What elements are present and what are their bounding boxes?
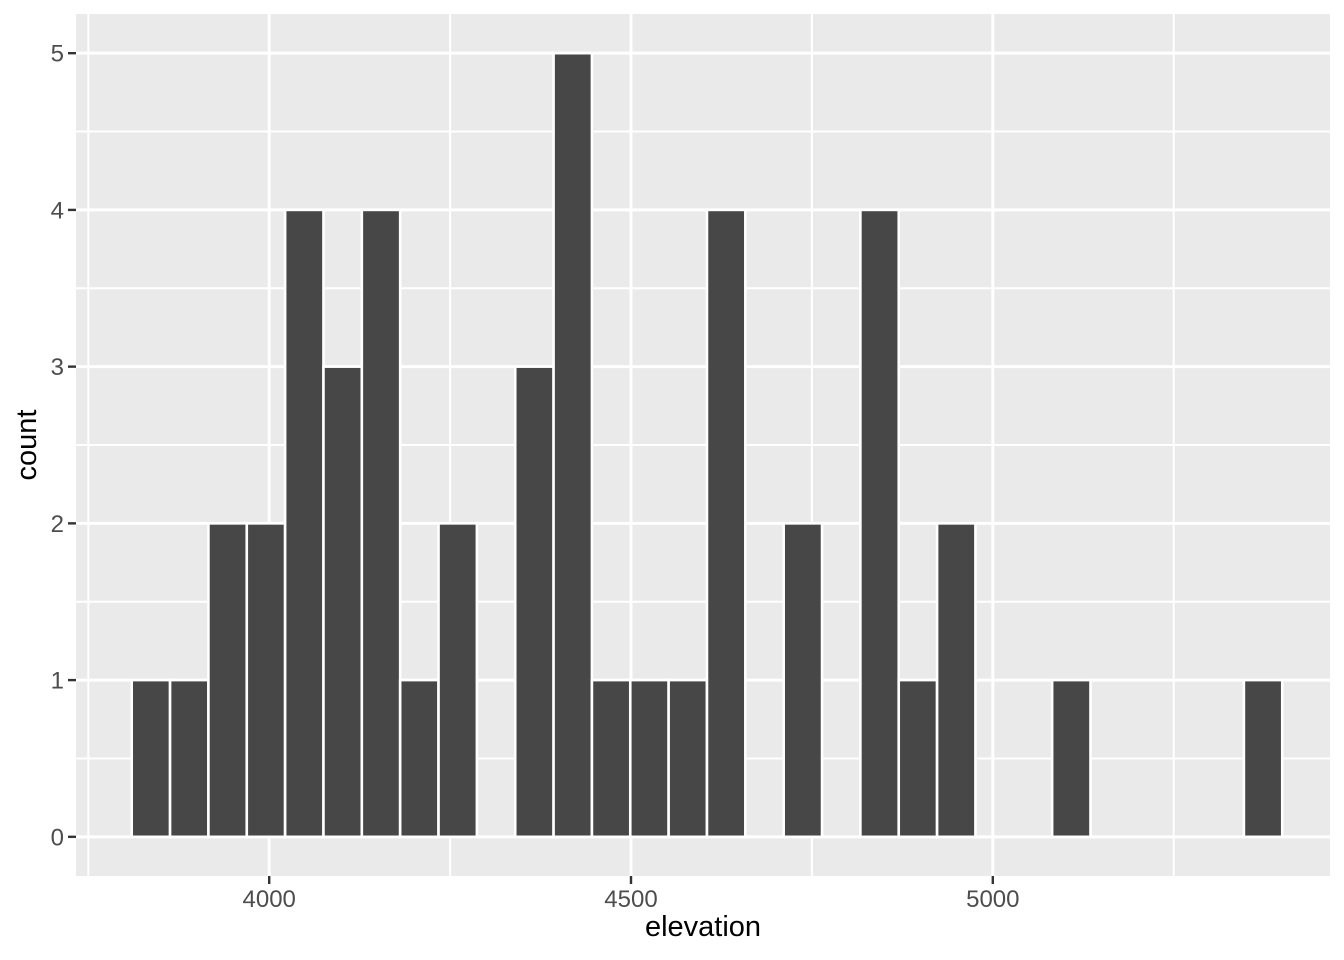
histogram-bar xyxy=(935,522,977,839)
y-tick-label: 3 xyxy=(51,354,64,381)
histogram-bar xyxy=(245,522,287,839)
y-tick-label: 0 xyxy=(51,824,64,851)
histogram-bar xyxy=(1242,678,1284,839)
histogram-bar xyxy=(705,208,747,839)
histogram-bar xyxy=(283,208,325,839)
histogram-bar xyxy=(398,678,440,839)
x-tick-label: 5000 xyxy=(966,886,1019,913)
histogram-bar xyxy=(168,678,210,839)
histogram-bar xyxy=(628,678,670,839)
histogram-bar xyxy=(207,522,249,839)
histogram-bar xyxy=(1050,678,1092,839)
histogram-bar xyxy=(859,208,901,839)
y-axis-title: count xyxy=(11,410,43,481)
histogram-bar xyxy=(322,365,364,839)
y-tick-label: 1 xyxy=(51,668,64,695)
histogram-bar xyxy=(552,51,594,839)
histogram-bar xyxy=(590,678,632,839)
histogram-bar xyxy=(667,678,709,839)
x-tick-label: 4500 xyxy=(604,886,657,913)
histogram-bar xyxy=(437,522,479,839)
y-tick-label: 5 xyxy=(51,41,64,68)
histogram-bar xyxy=(782,522,824,839)
histogram-bar xyxy=(360,208,402,839)
histogram-bar xyxy=(130,678,172,839)
y-tick-label: 2 xyxy=(51,511,64,538)
histogram-bar xyxy=(513,365,555,839)
plot-panel-layer: 4000 4500 5000 0 1 2 3 4 5 xyxy=(51,14,1330,913)
histogram-bar xyxy=(897,678,939,839)
y-tick-label: 4 xyxy=(51,197,64,224)
x-axis-title: elevation xyxy=(645,911,761,943)
x-tick-label: 4000 xyxy=(243,886,296,913)
